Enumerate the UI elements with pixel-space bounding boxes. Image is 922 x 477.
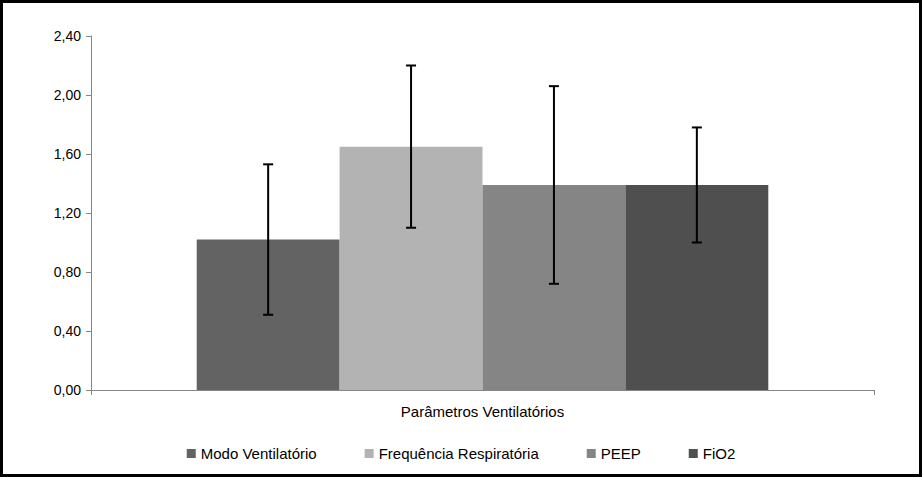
- svg-text:0,00: 0,00: [54, 382, 81, 398]
- svg-text:2,40: 2,40: [54, 28, 81, 44]
- svg-text:Modo Ventilatório: Modo Ventilatório: [201, 445, 317, 462]
- svg-text:1,20: 1,20: [54, 205, 81, 221]
- svg-text:0,40: 0,40: [54, 323, 81, 339]
- svg-text:Parâmetros Ventilatórios: Parâmetros Ventilatórios: [401, 403, 564, 420]
- svg-text:FiO2: FiO2: [703, 445, 736, 462]
- svg-text:PEEP: PEEP: [601, 445, 641, 462]
- svg-text:2,00: 2,00: [54, 87, 81, 103]
- svg-text:Frequência Respiratória: Frequência Respiratória: [379, 445, 540, 462]
- svg-text:1,60: 1,60: [54, 146, 81, 162]
- svg-text:0,80: 0,80: [54, 264, 81, 280]
